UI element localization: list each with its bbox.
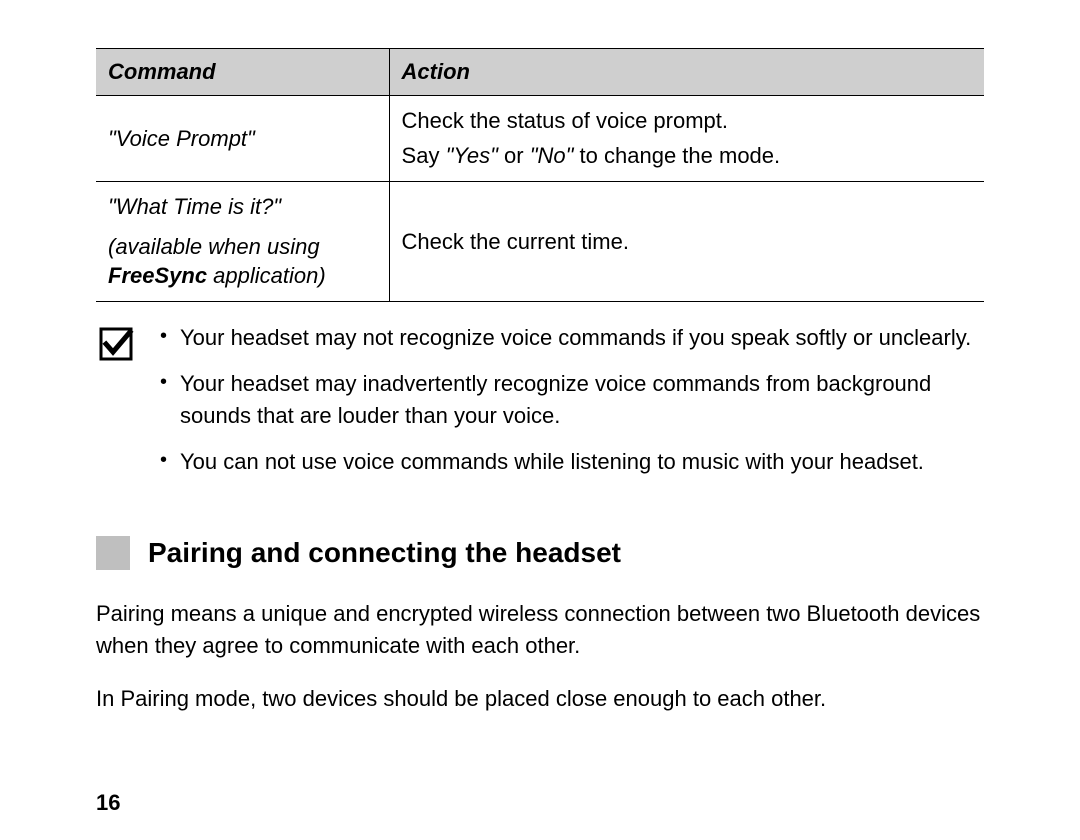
cell-command: "What Time is it?" (available when using… [96,182,389,302]
action-line2: Say "Yes" or "No" to change the mode. [402,143,781,168]
command-table: Command Action "Voice Prompt" Check the … [96,48,984,302]
section-title: Pairing and connecting the headset [148,537,621,569]
checkbox-icon [96,322,156,492]
section-heading: Pairing and connecting the headset [96,536,984,570]
body-text: Pairing means a unique and encrypted wir… [96,598,984,716]
header-command: Command [96,49,389,96]
list-item: You can not use voice commands while lis… [180,446,984,478]
cell-action: Check the current time. [389,182,984,302]
section-square-icon [96,536,130,570]
command-text: "What Time is it?" [108,192,377,222]
manual-page: Command Action "Voice Prompt" Check the … [0,0,1080,840]
action-line1: Check the status of voice prompt. [402,106,972,136]
header-action: Action [389,49,984,96]
table-header-row: Command Action [96,49,984,96]
page-number: 16 [96,790,120,816]
paragraph: In Pairing mode, two devices should be p… [96,683,984,715]
notes-list: Your headset may not recognize voice com… [156,322,984,492]
command-note-line2: FreeSync application) [108,261,377,291]
cell-action: Check the status of voice prompt. Say "Y… [389,95,984,181]
list-item: Your headset may inadvertently recognize… [180,368,984,432]
table-row: "What Time is it?" (available when using… [96,182,984,302]
notes-block: Your headset may not recognize voice com… [96,322,984,492]
command-note-line1: (available when using [108,232,377,262]
cell-command: "Voice Prompt" [96,95,389,181]
table-row: "Voice Prompt" Check the status of voice… [96,95,984,181]
list-item: Your headset may not recognize voice com… [180,322,984,354]
paragraph: Pairing means a unique and encrypted wir… [96,598,984,662]
